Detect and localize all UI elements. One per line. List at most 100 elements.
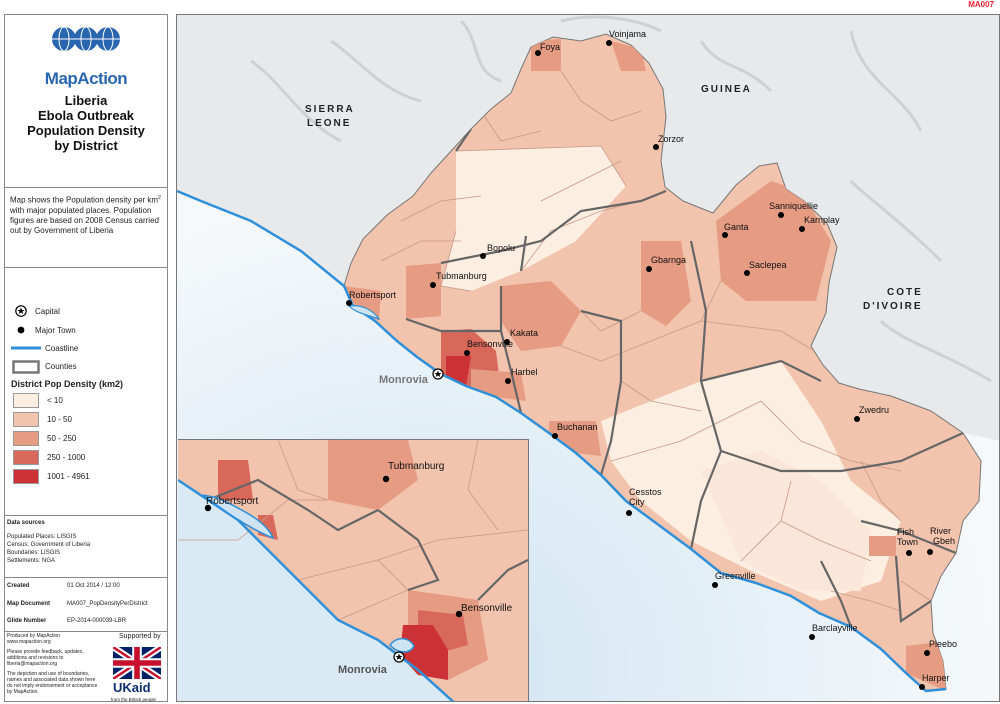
town-label-saclepea: Saclepea [749,260,787,270]
feedback-note: Please provide feedback, updates, additi… [7,649,84,667]
town-dot-voinjama [606,40,612,46]
metadata-block: Created 01 Oct 2014 / 12:00 Map Document… [5,577,167,632]
legend-town-label: Major Town [35,326,76,335]
source-line-1: Populated Places: LISGIS [7,534,77,540]
legend-swatch-1 [13,393,39,408]
sources-block: Data sources Populated Places: LISGIS Ce… [5,515,167,578]
title-block: MapAction Liberia Ebola Outbreak Populat… [5,15,167,188]
town-label-town: Town [897,537,918,547]
town-label-bopolu: Bopolu [487,243,515,253]
town-label-bensonville: Bensonville [467,339,513,349]
source-line-2: Census: Government of Liberia [7,542,91,548]
town-dot-foya [535,50,541,56]
district-kakata [501,281,581,351]
town-dot-robertsport [346,300,352,306]
town-label-zwedru: Zwedru [859,405,889,415]
title-line-2: Ebola Outbreak [37,108,135,123]
inset-map: Tubmanburg Robertsport Bensonville Monro… [178,439,529,701]
town-labels: Foya Voinjama Zorzor Bopolu Tubmanburg Robert… [346,29,957,690]
town-label-city: City [629,497,645,507]
town-label-zorzor: Zorzor [658,134,684,144]
legend-counties-label: Counties [45,362,77,371]
legend-density-title: District Pop Density (km2) [11,379,124,389]
town-label-voinjama: Voinjama [609,29,646,39]
capital-star [434,370,442,377]
sierra-leone-label-2: LEONE [307,118,351,129]
source-line-4: Settlements: NGA [7,558,56,564]
district-fish-town [869,536,896,556]
district-low-sinoe [701,451,871,591]
lake-piso [347,305,381,321]
legend-class-2-label: 10 - 50 [47,415,72,424]
inset-robertsport-label: Robertsport [206,496,258,507]
legend-block [5,267,167,516]
created-label: Created [7,583,30,589]
title-line-3: Population Density [27,123,145,138]
town-label-greenville: Greenville [715,571,756,581]
supported-by-label: Supported by [119,633,161,640]
produced-by: Produced by MapAction [7,633,61,639]
inset-tubmanburg-district [328,440,418,510]
legend-coastline-label: Coastline [45,344,79,353]
district-tubmanburg [406,263,441,319]
mapaction-logo: MapAction [44,69,128,88]
district-fills [344,39,946,691]
cote-divoire-label-2: D'IVOIRE [863,301,923,312]
disclaimer: The depiction and use of boundaries, nam… [7,671,98,695]
town-dot-gbarnga [646,266,652,272]
monrovia-label: Monrovia [379,374,429,386]
inset-county-boundaries [207,478,528,601]
town-label-foya: Foya [540,42,560,52]
inset-monrovia-label: Monrovia [338,664,388,676]
title-line-1: Liberia [64,93,108,108]
district-gbarnga [641,241,691,326]
town-dot-fish [906,550,912,556]
map-document-value: MA007_PopDensityPerDistrict [67,601,148,607]
town-dot-barclayville [809,634,815,640]
inset-tubmanburg-label: Tubmanburg [388,461,444,472]
coastline-line-icon [11,346,41,350]
relief-shading [250,15,992,383]
map-document-label: Map Document [7,601,51,607]
map-title: Liberia Ebola Outbreak Population Densit… [5,93,167,153]
town-label-gbeh: Gbeh [933,536,955,546]
town-label-barclayville: Barclayville [812,623,858,633]
description-sup: 2 [158,195,161,201]
legend-swatch-3 [13,431,39,446]
town-dot-buchanan [552,433,558,439]
legend-swatch-5 [13,469,39,484]
town-dot-river [927,549,933,555]
town-label-buchanan: Buchanan [557,422,598,432]
inset-mesurado [389,638,415,653]
district-nimba [716,181,831,301]
map-description: Map shows the Population density per km2… [10,193,162,236]
ukaid-subtitle: from the British people [111,697,157,702]
coastline [177,189,947,693]
created-value: 01 Oct 2014 / 12:00 [67,583,120,589]
legend-class-3-label: 50 - 250 [47,434,77,443]
inset-capital-star [395,653,403,660]
glide-number-value: EP-2014-000039-LBR [67,618,127,624]
town-label-gbarnga: Gbarnga [651,255,686,265]
counties-box-icon [12,360,40,374]
town-label-karnplay: Karnplay [804,215,840,225]
legend-panel: MapAction Liberia Ebola Outbreak Populat… [4,14,168,702]
town-dot-cesstos [626,510,632,516]
town-dot-zorzor [653,144,659,150]
globe-icon [52,26,120,52]
inset-robertsport-dot [204,504,212,512]
legend-class-4-label: 250 - 1000 [47,453,86,462]
uk-flag-icon [113,647,161,679]
map-id: MA007 [968,0,994,9]
description-block [5,187,167,268]
town-dot-tubmanburg [430,282,436,288]
inset-robertsport-district [218,460,253,500]
town-dot-bensonville [464,350,470,356]
town-dot-harper [919,684,925,690]
district-foya [531,39,561,71]
inset-bensonville-label: Bensonville [461,603,513,614]
map-frame: SIERRA LEONE GUINEA COTE D'IVOIRE Foya Vo… [176,14,1000,702]
inset-district-boundaries [178,440,528,621]
legend-swatch-2 [13,412,39,427]
sources-heading: Data sources [7,520,45,526]
